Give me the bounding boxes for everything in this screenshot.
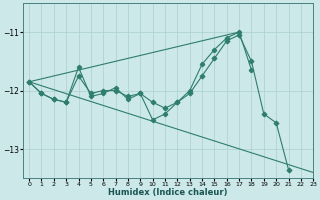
X-axis label: Humidex (Indice chaleur): Humidex (Indice chaleur) <box>108 188 228 197</box>
